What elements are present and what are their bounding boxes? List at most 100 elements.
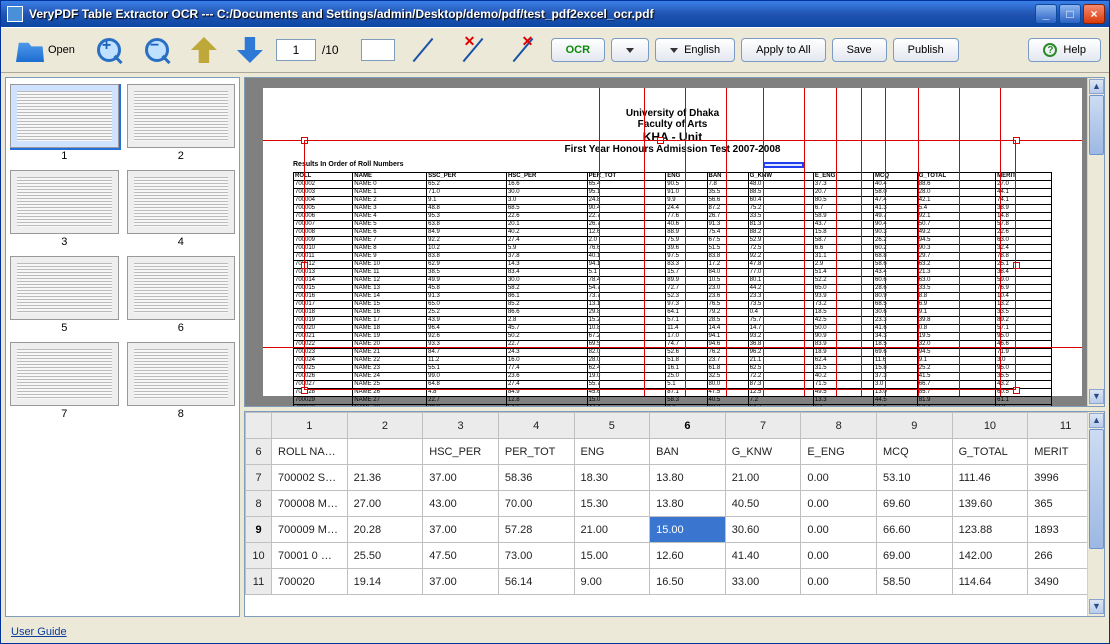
cell[interactable]: 13.80 — [650, 465, 726, 491]
cell[interactable]: 111.46 — [952, 465, 1028, 491]
scroll-thumb[interactable] — [1089, 95, 1104, 155]
cell[interactable]: 56.14 — [498, 569, 574, 595]
cell[interactable]: ENG — [574, 439, 650, 465]
cell[interactable]: 13.80 — [650, 491, 726, 517]
thumbnail[interactable]: 4 — [127, 170, 236, 248]
cell[interactable]: 0.00 — [801, 491, 877, 517]
publish-button[interactable]: Publish — [893, 38, 959, 62]
cell[interactable]: 15.30 — [574, 491, 650, 517]
titlebar[interactable]: VeryPDF Table Extractor OCR --- C:/Docum… — [1, 1, 1109, 27]
row-header[interactable]: 7 — [246, 465, 272, 491]
cell[interactable]: 41.40 — [725, 543, 801, 569]
help-button[interactable]: ?Help — [1028, 38, 1101, 62]
thumbnail[interactable]: 8 — [127, 342, 236, 420]
cell[interactable]: 69.00 — [877, 543, 953, 569]
region-color-swatch[interactable] — [361, 39, 395, 61]
language-dropdown[interactable]: English — [655, 38, 735, 62]
sheet-vscroll[interactable]: ▲ ▼ — [1087, 412, 1104, 616]
sheet-scroll-thumb[interactable] — [1089, 429, 1104, 549]
scroll-up-button[interactable]: ▲ — [1089, 79, 1104, 94]
column-header[interactable]: 3 — [423, 413, 499, 439]
sheet-scroll-down[interactable]: ▼ — [1089, 599, 1104, 614]
row-header[interactable]: 9 — [246, 517, 272, 543]
cell[interactable]: ROLL NAME SSC_PER — [272, 439, 348, 465]
preview-pane[interactable]: University of Dhaka Faculty of Arts KHA … — [244, 77, 1105, 407]
delete-vline-button[interactable]: ✕ — [451, 33, 495, 67]
ocr-dropdown-button[interactable] — [611, 38, 649, 62]
cell[interactable]: 114.64 — [952, 569, 1028, 595]
cell[interactable]: 19.14 — [347, 569, 423, 595]
column-header[interactable]: 10 — [952, 413, 1028, 439]
cell[interactable]: 27.00 — [347, 491, 423, 517]
page-up-button[interactable] — [184, 33, 224, 67]
row-header[interactable]: 6 — [246, 439, 272, 465]
cell[interactable]: 37.00 — [423, 465, 499, 491]
cell[interactable]: 21.36 — [347, 465, 423, 491]
cell[interactable]: 16.50 — [650, 569, 726, 595]
cell[interactable]: 53.10 — [877, 465, 953, 491]
cell[interactable] — [347, 439, 423, 465]
preview-vscroll[interactable]: ▲ ▼ — [1087, 78, 1104, 406]
cell[interactable]: BAN — [650, 439, 726, 465]
cell[interactable]: 142.00 — [952, 543, 1028, 569]
cell[interactable]: 700008 MOHAMMA... — [272, 491, 348, 517]
thumbnail[interactable]: 6 — [127, 256, 236, 334]
cell[interactable]: 73.00 — [498, 543, 574, 569]
draw-line-button[interactable] — [401, 33, 445, 67]
cell[interactable]: 0.00 — [801, 465, 877, 491]
cell[interactable]: 25.50 — [347, 543, 423, 569]
document-page[interactable]: University of Dhaka Faculty of Arts KHA … — [263, 88, 1082, 396]
cell[interactable]: 58.36 — [498, 465, 574, 491]
cell[interactable]: E_ENG — [801, 439, 877, 465]
scroll-down-button[interactable]: ▼ — [1089, 389, 1104, 404]
zoom-in-button[interactable]: + — [88, 32, 130, 68]
column-header[interactable]: 4 — [498, 413, 574, 439]
sheet-scroll-up[interactable]: ▲ — [1089, 413, 1104, 428]
cell[interactable]: 20.28 — [347, 517, 423, 543]
page-number-input[interactable] — [276, 39, 316, 61]
cell[interactable]: 58.50 — [877, 569, 953, 595]
cell[interactable]: 0.00 — [801, 517, 877, 543]
row-header[interactable]: 10 — [246, 543, 272, 569]
cell[interactable]: 69.60 — [877, 491, 953, 517]
cell[interactable]: 0.00 — [801, 569, 877, 595]
column-header[interactable]: 8 — [801, 413, 877, 439]
sheet-corner[interactable] — [246, 413, 272, 439]
column-header[interactable]: 9 — [877, 413, 953, 439]
cell[interactable]: 21.00 — [574, 517, 650, 543]
thumbnail[interactable]: 7 — [10, 342, 119, 420]
thumbnail[interactable]: 5 — [10, 256, 119, 334]
cell[interactable]: 15.00 — [574, 543, 650, 569]
cell[interactable]: MCQ — [877, 439, 953, 465]
grid-overlay[interactable] — [263, 88, 1082, 396]
thumbnail[interactable]: 3 — [10, 170, 119, 248]
cell[interactable]: G_KNW — [725, 439, 801, 465]
cell[interactable]: 70001 0 MOHAMMA... — [272, 543, 348, 569]
cell[interactable]: 15.00 — [650, 517, 726, 543]
column-header[interactable]: 5 — [574, 413, 650, 439]
cell[interactable]: 47.50 — [423, 543, 499, 569]
cell[interactable]: 57.28 — [498, 517, 574, 543]
close-button[interactable]: × — [1083, 4, 1105, 24]
cell[interactable]: 37.00 — [423, 517, 499, 543]
minimize-button[interactable]: _ — [1035, 4, 1057, 24]
cell[interactable]: 30.60 — [725, 517, 801, 543]
cell[interactable]: 9.00 — [574, 569, 650, 595]
cell[interactable]: 37.00 — [423, 569, 499, 595]
cell[interactable]: 66.60 — [877, 517, 953, 543]
column-header[interactable]: 7 — [725, 413, 801, 439]
thumbnail[interactable]: 2 — [127, 84, 236, 162]
thumbnail[interactable]: 1 — [10, 84, 119, 162]
cell[interactable]: 70.00 — [498, 491, 574, 517]
cell[interactable]: HSC_PER — [423, 439, 499, 465]
row-header[interactable]: 8 — [246, 491, 272, 517]
column-header[interactable]: 2 — [347, 413, 423, 439]
cell[interactable]: G_TOTAL — [952, 439, 1028, 465]
page-down-button[interactable] — [230, 33, 270, 67]
apply-all-button[interactable]: Apply to All — [741, 38, 825, 62]
cell[interactable]: PER_TOT — [498, 439, 574, 465]
zoom-out-button[interactable]: − — [136, 32, 178, 68]
selection-rect[interactable] — [304, 140, 1017, 389]
row-header[interactable]: 11 — [246, 569, 272, 595]
cell[interactable]: 139.60 — [952, 491, 1028, 517]
